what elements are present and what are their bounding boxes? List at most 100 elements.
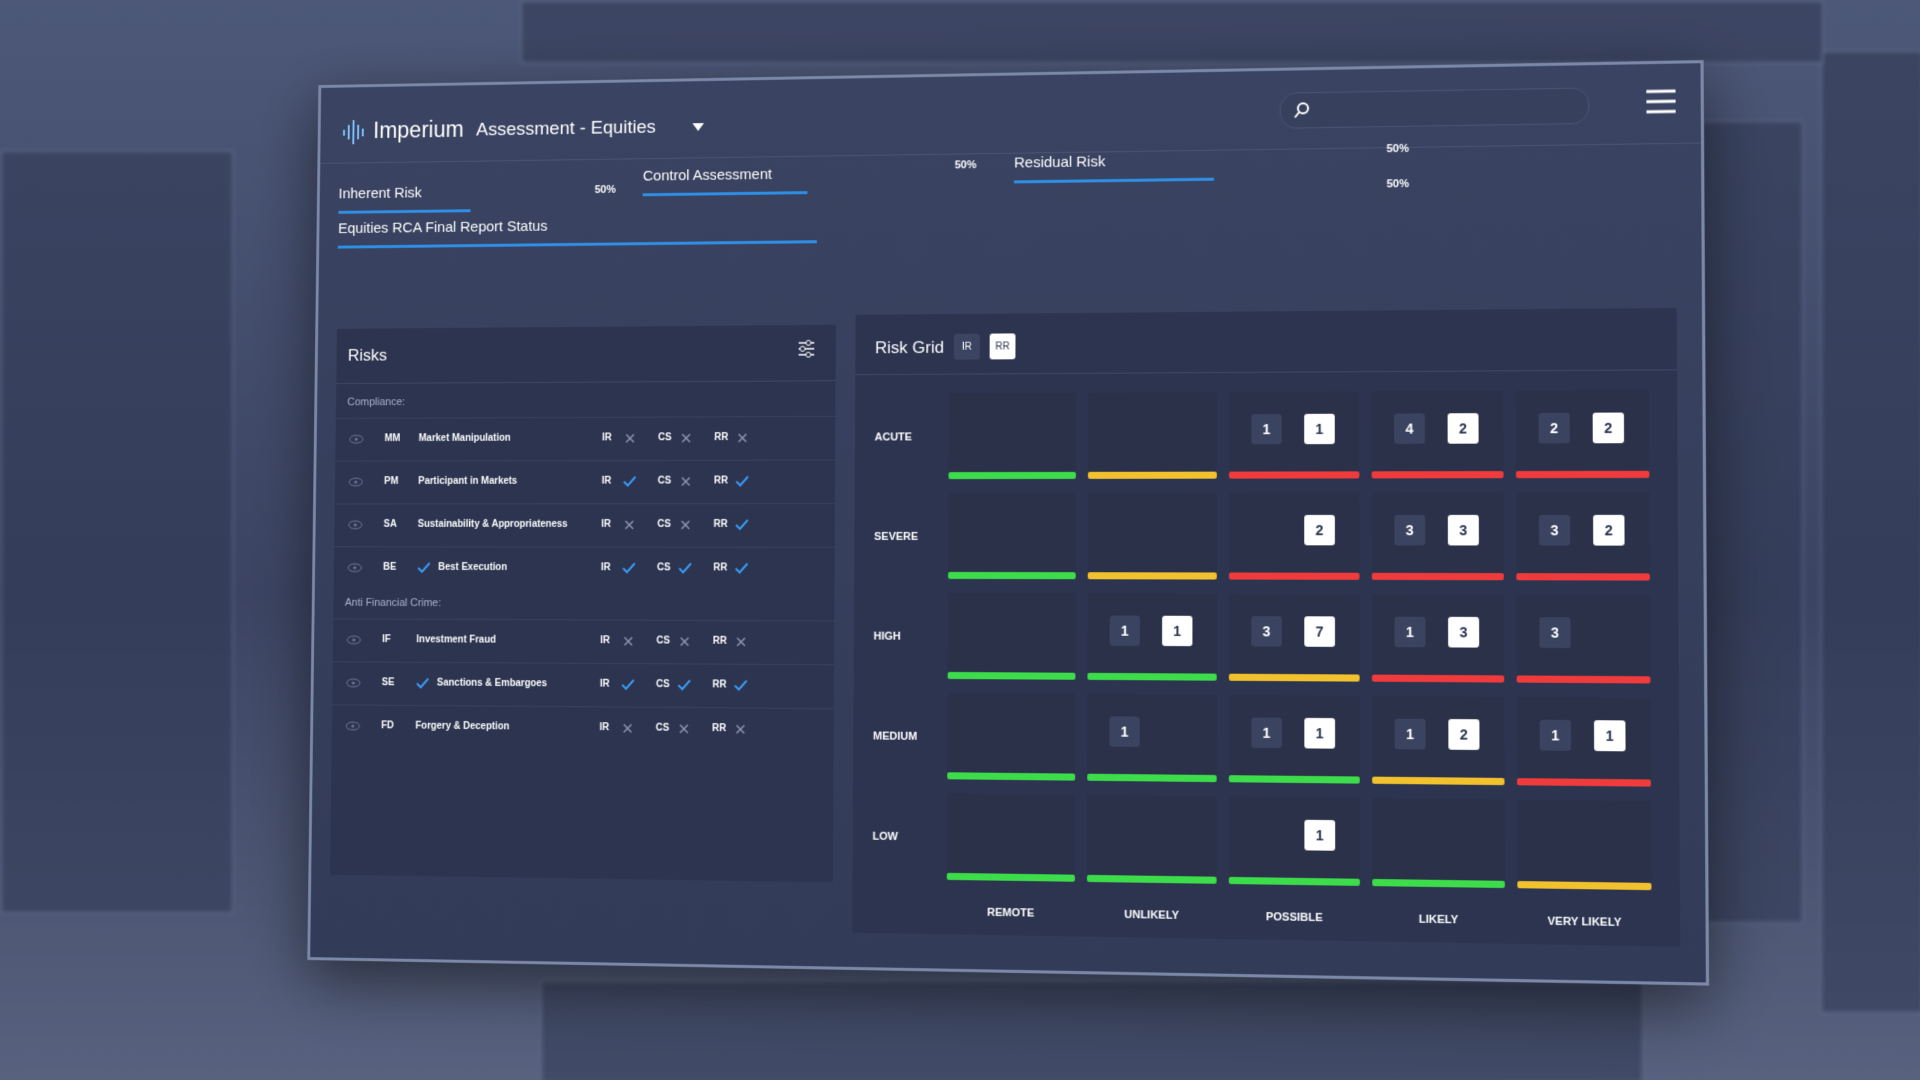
filter-button[interactable] — [797, 339, 817, 359]
status-label: RR — [712, 635, 727, 647]
progress-fill — [337, 240, 817, 249]
risks-card: Risks Compliance: MM Market Manipulation IR C… — [330, 324, 836, 883]
ir-count: 4 — [1394, 413, 1426, 444]
status-done — [622, 562, 636, 574]
grid-cell[interactable] — [948, 492, 1076, 580]
risk-code: BE — [383, 561, 397, 573]
background-window — [0, 150, 234, 914]
cross-path — [682, 521, 690, 529]
status-open — [734, 723, 748, 735]
risk-row[interactable]: BE Best Execution IR CS RR — [333, 546, 835, 592]
grid-cell[interactable] — [948, 392, 1077, 480]
risk-code: MM — [384, 433, 401, 445]
row-label: SEVERE — [874, 530, 919, 543]
progress-area: Inherent Risk 50% Control Assessment 50% Res… — [318, 143, 1708, 329]
ir-count: 1 — [1394, 616, 1426, 648]
risk-row[interactable]: FD Forgery & Deception IR CS RR — [331, 704, 834, 754]
risk-row[interactable]: MM Market Manipulation IR CS RR — [335, 415, 836, 462]
divider — [855, 369, 1678, 376]
eye-pupil — [351, 681, 355, 685]
risk-row[interactable]: SA Sustainability & Appropriateness IR CS RR — [334, 503, 835, 548]
status-label: RR — [713, 519, 728, 530]
eye-icon — [348, 477, 363, 487]
cross-path — [681, 638, 689, 646]
card-title: Risk Grid — [875, 337, 945, 358]
filter-knob — [800, 346, 805, 351]
rr-count: 2 — [1447, 413, 1479, 444]
risk-row[interactable]: SE Sanctions & Embargoes IR CS RR — [332, 661, 835, 710]
menu-button[interactable] — [1644, 88, 1678, 115]
status-label: CS — [656, 562, 671, 574]
rr-count: 1 — [1162, 615, 1193, 647]
cross-path — [737, 638, 745, 646]
risk-code: SA — [383, 519, 397, 530]
grid-toggle[interactable]: RR — [989, 333, 1016, 360]
cross-path — [624, 724, 632, 732]
grid-cell[interactable]: 2 — [1228, 492, 1360, 580]
progress-label: Inherent Risk — [338, 184, 422, 203]
row-label: ACUTE — [874, 431, 912, 444]
background-window — [1820, 50, 1920, 1014]
search-icon — [1293, 101, 1311, 119]
eye-icon — [349, 434, 364, 444]
status-label: CS — [658, 432, 672, 444]
cross-path — [625, 521, 633, 529]
cell-bar — [1372, 878, 1505, 889]
grid-cell[interactable]: 3 — [1516, 594, 1651, 684]
status-open — [623, 519, 637, 531]
rr-count: 2 — [1593, 514, 1625, 546]
dropdown-arrow[interactable] — [691, 122, 705, 132]
grid-cell[interactable] — [947, 592, 1076, 680]
rr-count: 1 — [1593, 720, 1626, 752]
check-path — [418, 563, 430, 572]
progress-fill — [338, 209, 471, 214]
grid-cell[interactable]: 1 — [1087, 693, 1217, 783]
cell-bar — [1516, 675, 1651, 684]
risk-name: Forgery & Deception — [415, 720, 510, 733]
background-window — [540, 980, 1644, 1080]
risk-row[interactable]: PM Participant in Markets IR CS RR — [334, 459, 836, 505]
status-label: RR — [712, 723, 727, 735]
rr-count: 3 — [1447, 514, 1479, 546]
grid-cell[interactable] — [1087, 392, 1217, 479]
cell-bar — [948, 571, 1076, 580]
cross-path — [739, 434, 747, 442]
divider — [336, 380, 836, 385]
search-box[interactable] — [1279, 87, 1590, 129]
grid-toggle[interactable]: IR — [953, 333, 980, 360]
risk-grid-card: Risk Grid IR RR ACUTE 1 1 4 2 2 2 SEVERE 2 3 3 3 2 HIGH 1… — [852, 307, 1681, 947]
grid-cell[interactable] — [1372, 798, 1505, 889]
check-path — [736, 520, 748, 529]
cell-bar — [947, 671, 1076, 680]
cell-bar — [1371, 674, 1505, 683]
risk-name: Sanctions & Embargoes — [436, 677, 548, 690]
status-label: RR — [713, 562, 728, 574]
cross-path — [626, 434, 634, 442]
grid-cell[interactable] — [1087, 794, 1217, 884]
check-path — [736, 564, 748, 573]
risk-name: Investment Fraud — [416, 634, 496, 646]
grid-cell[interactable] — [947, 693, 1076, 781]
progress-track — [337, 235, 1315, 249]
grid-cell[interactable] — [1517, 799, 1652, 891]
progress-label: Control Assessment — [642, 166, 772, 185]
grid-cell[interactable]: 1 — [1228, 796, 1360, 886]
progress-track — [338, 208, 604, 214]
status-label: RR — [712, 679, 727, 691]
grid-cell[interactable] — [946, 793, 1076, 882]
risk-row[interactable]: IF Investment Fraud IR CS RR — [332, 618, 835, 666]
cross-path — [736, 725, 744, 733]
status-label: RR — [714, 432, 729, 443]
grid-cell[interactable] — [1087, 492, 1217, 580]
